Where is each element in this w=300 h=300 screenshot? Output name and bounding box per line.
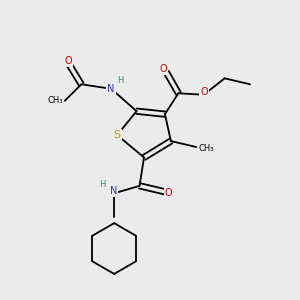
Text: O: O [64, 56, 72, 66]
Text: O: O [160, 64, 167, 74]
Text: N: N [110, 186, 117, 196]
Text: O: O [165, 188, 172, 198]
Text: CH₃: CH₃ [199, 144, 214, 153]
Text: S: S [114, 130, 121, 140]
Text: N: N [107, 84, 115, 94]
Text: CH₃: CH₃ [48, 96, 63, 105]
Text: H: H [117, 76, 123, 85]
Text: H: H [99, 180, 105, 189]
Text: O: O [200, 87, 208, 98]
